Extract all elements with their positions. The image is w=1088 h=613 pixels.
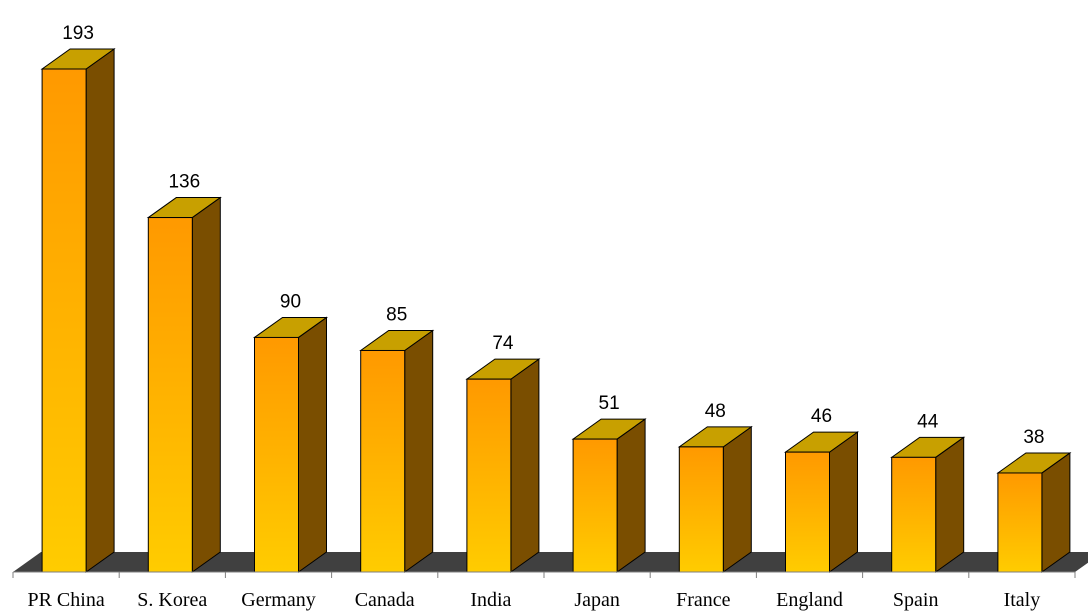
bar bbox=[252, 316, 329, 573]
bar-side-face bbox=[298, 316, 327, 573]
bars-group: 193 136 90 85 74 51 48 46 44 38 bbox=[40, 23, 1072, 573]
bar-front-face bbox=[997, 472, 1043, 573]
x-tick-label: PR China bbox=[27, 589, 104, 611]
bar-side-face bbox=[191, 196, 221, 573]
data-label: 38 bbox=[1023, 427, 1044, 448]
bar-side-face bbox=[829, 431, 858, 573]
bar-front-face bbox=[147, 217, 193, 573]
bar-front-face bbox=[41, 68, 87, 573]
x-tick-label: France bbox=[676, 589, 731, 611]
bar bbox=[890, 436, 966, 573]
bar-side-face bbox=[1041, 451, 1071, 573]
bar bbox=[996, 451, 1072, 573]
x-tick-label: India bbox=[470, 589, 511, 611]
bar bbox=[677, 425, 753, 573]
data-label: 136 bbox=[168, 172, 200, 193]
x-axis: PR China S. Korea Germany Canada India Japan F… bbox=[12, 571, 1076, 611]
bar bbox=[783, 431, 860, 573]
data-label: 48 bbox=[705, 401, 726, 422]
bar-front-face bbox=[785, 451, 830, 573]
bar-side-face bbox=[935, 436, 965, 573]
bar bbox=[359, 329, 435, 573]
bar bbox=[40, 48, 116, 573]
bar-side-face bbox=[404, 329, 434, 573]
x-tick-label: S. Korea bbox=[137, 589, 207, 611]
data-label: 46 bbox=[811, 406, 832, 427]
bar-side-face bbox=[616, 418, 646, 573]
bar-front-face bbox=[360, 349, 406, 573]
bar bbox=[571, 418, 647, 573]
bar-front-face bbox=[254, 336, 299, 573]
x-tick-label: England bbox=[776, 589, 843, 611]
x-tick-label: Germany bbox=[241, 589, 315, 611]
data-label: 193 bbox=[62, 23, 94, 44]
data-label: 44 bbox=[917, 411, 939, 432]
x-tick-label: Italy bbox=[1004, 589, 1041, 611]
data-label: 90 bbox=[280, 291, 301, 312]
data-label: 85 bbox=[386, 304, 407, 325]
bar-side-face bbox=[85, 48, 115, 573]
data-label: 51 bbox=[599, 393, 620, 414]
bar-front-face bbox=[891, 456, 937, 573]
x-tick-label: Spain bbox=[893, 589, 939, 611]
bar-front-face bbox=[466, 378, 512, 573]
x-tick-label: Japan bbox=[574, 589, 620, 611]
x-tick-label: Canada bbox=[355, 589, 415, 611]
bar-front-face bbox=[678, 446, 724, 573]
bar-front-face bbox=[572, 438, 618, 573]
data-label: 74 bbox=[492, 333, 514, 354]
bar bbox=[465, 358, 541, 573]
bar-side-face bbox=[510, 358, 540, 573]
bar bbox=[146, 196, 222, 573]
bar-side-face bbox=[722, 425, 752, 573]
